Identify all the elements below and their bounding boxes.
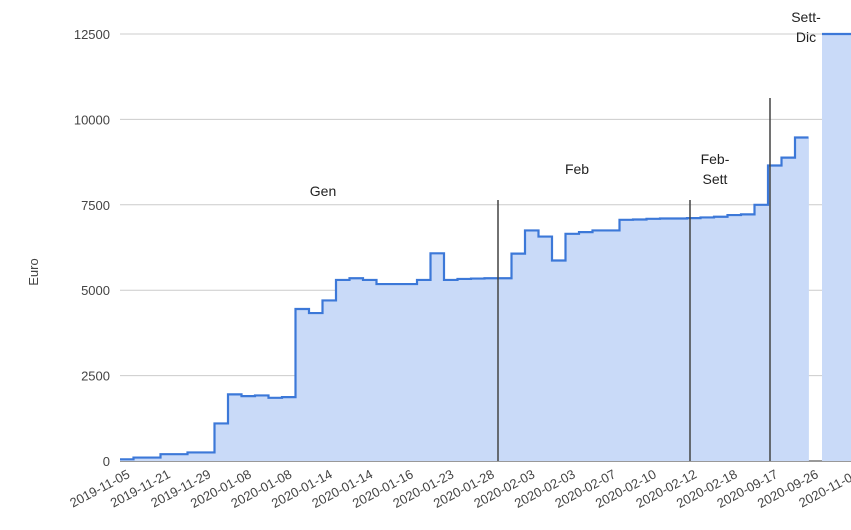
area-step (565, 233, 580, 461)
area-step (160, 454, 175, 461)
y-axis-label: Euro (26, 258, 41, 285)
area-step (768, 165, 782, 462)
area-step (498, 278, 512, 461)
area-step (309, 313, 323, 461)
area-step (606, 230, 620, 461)
area-step (390, 284, 404, 461)
y-tick-label: 5000 (81, 283, 110, 298)
plot-area (120, 32, 851, 462)
x-axis: 2019-11-052019-11-212019-11-292020-01-08… (67, 466, 851, 510)
area-step (322, 300, 337, 461)
area-step (444, 279, 458, 461)
area-step (687, 218, 701, 461)
annotation-text: Sett (703, 171, 728, 187)
area-step (741, 214, 755, 461)
area-step (471, 278, 485, 461)
area-step (403, 284, 418, 461)
area-step (484, 278, 499, 461)
y-tick-label: 0 (103, 454, 110, 469)
area-step (538, 236, 553, 461)
area-step (552, 260, 566, 461)
area-step (646, 218, 661, 461)
area-step (457, 278, 472, 461)
area-step (525, 230, 539, 461)
y-tick-label: 10000 (74, 112, 110, 127)
annotation-text: Feb- (701, 151, 730, 167)
annotation-text: Gen (310, 183, 336, 199)
area-step (282, 397, 296, 461)
area-step (147, 457, 161, 461)
area-step (363, 279, 377, 461)
area-step (579, 232, 593, 461)
area-step (673, 218, 688, 461)
annotation-text: Dic (796, 29, 816, 45)
area-step (214, 423, 229, 461)
area-step (336, 279, 350, 461)
annotation-text: Feb (565, 161, 589, 177)
annotation-text: Sett- (791, 9, 821, 25)
area-step (592, 230, 607, 461)
y-tick-label: 2500 (81, 369, 110, 384)
area-step (781, 157, 796, 462)
area-step (133, 457, 148, 461)
area-step (268, 397, 283, 461)
annotations: Gen Feb Feb- Sett Sett- Dic (310, 9, 821, 461)
area-step (255, 395, 269, 461)
area-step (174, 454, 188, 461)
area-step (727, 215, 742, 461)
area-step (187, 452, 202, 461)
area-step (417, 279, 431, 461)
area-step (511, 253, 526, 461)
area-step (754, 204, 769, 462)
area-step (849, 34, 851, 461)
area-step (430, 253, 445, 461)
area-step (201, 452, 215, 461)
area-step (822, 34, 836, 461)
step-line (120, 32, 851, 461)
area-step (376, 284, 391, 461)
area-step (619, 219, 634, 461)
area-step (349, 278, 364, 461)
area-step (795, 137, 809, 461)
area-step (295, 308, 310, 461)
y-tick-label: 12500 (74, 27, 110, 42)
area-step (660, 218, 674, 461)
area-step (714, 216, 728, 461)
area-step (633, 219, 647, 461)
area-step (835, 34, 850, 461)
y-tick-label: 7500 (81, 198, 110, 213)
area-step (700, 217, 715, 461)
area-step (241, 396, 256, 461)
area-step (228, 394, 242, 461)
